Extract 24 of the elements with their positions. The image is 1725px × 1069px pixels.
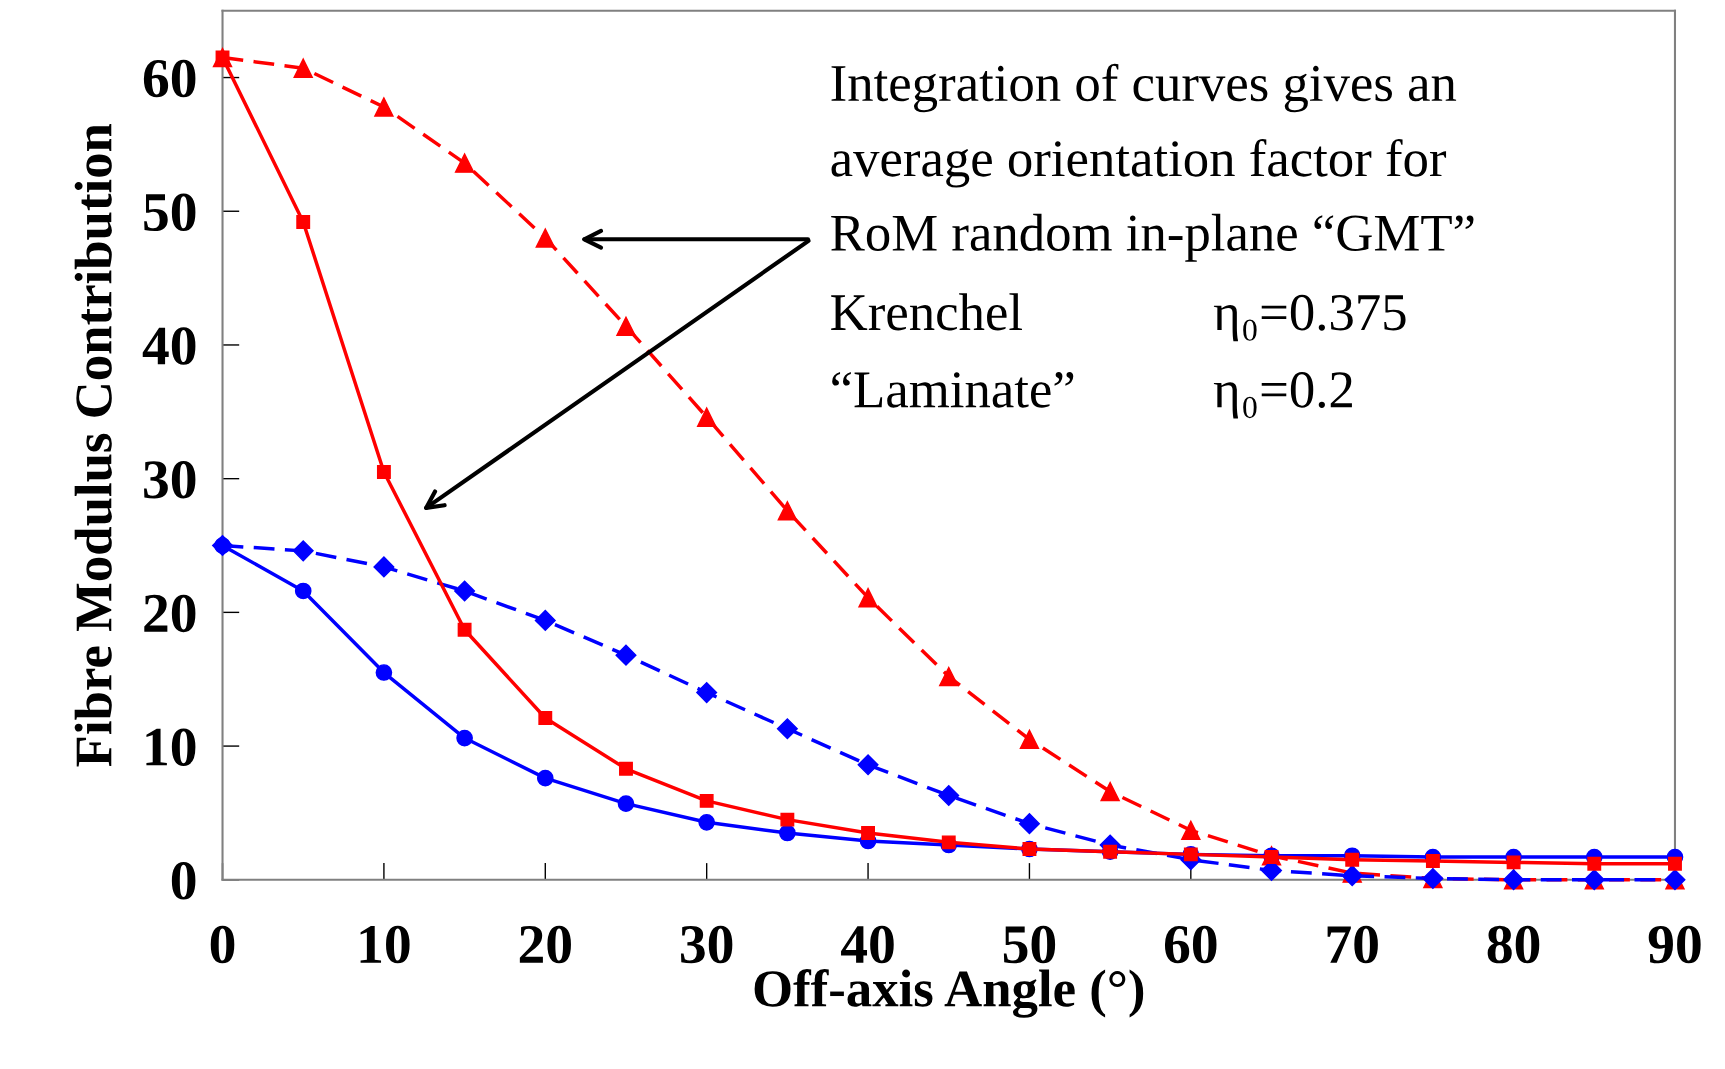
x-axis-title: Off-axis Angle (°) [754,969,1144,1018]
x-tick-label: 60 [1164,925,1217,964]
annotation: Krenchel [831,293,1022,331]
y-axis-title: Fibre Modulus Contribution [74,123,112,767]
y-tick-label: 50 [144,193,196,232]
x-tick-label: 80 [1487,925,1540,964]
annotation: η₀=0.375 [1213,294,1406,342]
y-tick-label: 40 [142,327,196,365]
annotation: Integration of curves gives an average orientation factor for RoM random in-plane “GMT” [831,63,1474,262]
annotation: η₀=0.2 [1213,372,1352,419]
x-tick-label: 20 [519,925,571,964]
x-tick-label: 90 [1648,925,1701,964]
y-tick-label: 20 [144,594,196,633]
x-tick-label: 50 [1003,925,1056,964]
annotation: “Laminate” [832,372,1074,408]
y-tick-label: 10 [146,728,196,766]
y-tick-label: 60 [143,59,196,98]
x-tick-label: 40 [841,925,894,964]
y-tick-label: 0 [171,862,196,900]
x-tick-label: 10 [360,925,410,964]
y-tick-label: 30 [144,461,196,499]
x-tick-label: 30 [680,925,733,964]
x-tick-label: 0 [210,925,235,964]
x-tick-label: 70 [1327,925,1378,964]
